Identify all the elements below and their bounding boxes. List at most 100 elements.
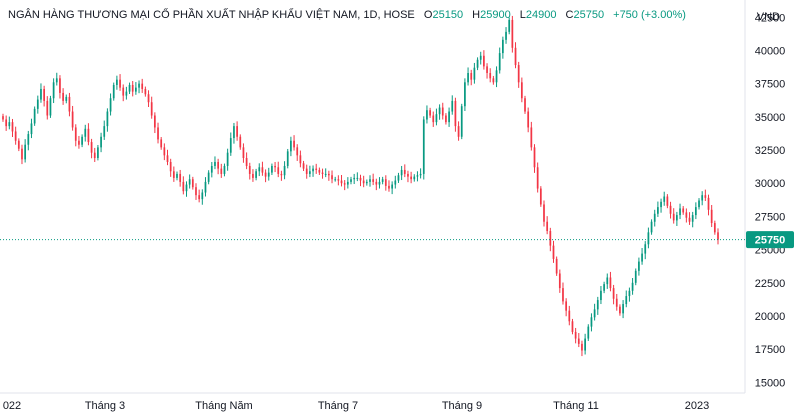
candle-body [59,78,61,93]
candle-body [574,331,577,339]
candle-body [378,181,381,185]
x-tick-label: 2023 [685,400,709,412]
candle-body [619,306,621,314]
candle-body [17,140,20,149]
candle-body [315,168,318,170]
candle-body [666,196,669,206]
candle-body [384,179,387,186]
candle-body [109,98,112,112]
candle-body [713,223,716,233]
candle-body [448,111,450,123]
candle-body [220,168,223,174]
candle-body [552,245,555,259]
candle-body [657,207,659,214]
candle-body [293,140,295,148]
candle-body [511,19,514,48]
candle-body [236,126,238,137]
candle-body [135,87,137,92]
candle-body [590,317,593,327]
candle-body [438,107,441,115]
candle-body [530,127,533,148]
candle-body [435,114,438,123]
candle-body [539,188,542,205]
low-value: 24900 [525,9,557,21]
candle-body [688,217,691,222]
candle-body [340,180,343,184]
candle-body [166,155,169,162]
candle-body [429,110,431,116]
candle-body [520,82,523,99]
candle-body [128,84,131,92]
candle-body [565,301,568,311]
high-label: H [472,9,481,21]
close-value: 25750 [573,9,605,21]
candle-body [391,184,394,189]
candle-body [394,180,397,185]
candle-body [261,167,264,173]
candle-body [403,169,406,174]
candle-body [252,173,254,178]
candle-body [524,98,526,112]
candle-body [362,180,365,184]
candle-body [464,82,466,107]
candle-body [470,73,473,80]
y-tick-label: 17500 [755,344,786,356]
candle-body [501,39,504,54]
candle-body [144,88,147,95]
candle-body [290,140,292,152]
candle-body [416,175,419,177]
candle-body [43,88,45,101]
low-label: L [519,9,526,21]
symbol-title: NGÂN HÀNG THƯƠNG MẠI CỔ PHẦN XUẤT NHẬP K… [8,9,415,21]
candle-body [116,79,118,85]
candle-body [672,213,675,221]
candle-body [609,277,612,289]
candle-body [55,78,58,83]
candle-body [198,195,201,200]
candle-body [432,115,435,123]
last-price-tag: 25750 [746,231,794,249]
candle-body [106,111,109,127]
candle-body [543,204,545,222]
candle-body [46,100,49,116]
candle-body [631,282,634,291]
candle-body [141,83,144,89]
candle-body [445,115,447,123]
candle-body [426,110,428,120]
candle-body [644,244,647,254]
candle-body [309,171,311,174]
candle-body [372,179,375,182]
candle-body [669,205,672,214]
candle-body [65,96,68,101]
candle-body [568,310,571,322]
candle-body [90,142,93,153]
currency-unit: VND [756,11,780,23]
x-tick-label: Tháng Năm [195,400,252,412]
candle-body [660,201,662,208]
candle-body [460,106,463,137]
candle-body [74,127,77,141]
x-tick-label: Tháng 7 [318,400,358,412]
candle-body [176,173,178,178]
candle-body [87,128,90,143]
candle-body [508,19,511,32]
candle-body [264,172,267,177]
last-price-tag-text: 25750 [755,235,786,247]
candle-body [5,119,8,127]
candle-body [717,232,719,240]
candle-body [517,65,520,83]
candle-body [157,127,159,140]
candle-body [318,169,321,173]
y-tick-label: 40000 [755,45,786,57]
candle-body [150,102,153,116]
candle-body [14,131,17,141]
candle-body [694,207,697,216]
candle-body [603,284,605,291]
candle-body [182,181,185,192]
candle-body [8,122,11,127]
y-tick-label: 22500 [755,278,786,290]
candle-body [239,136,242,148]
candle-body [24,144,27,160]
candle-body [422,119,425,174]
